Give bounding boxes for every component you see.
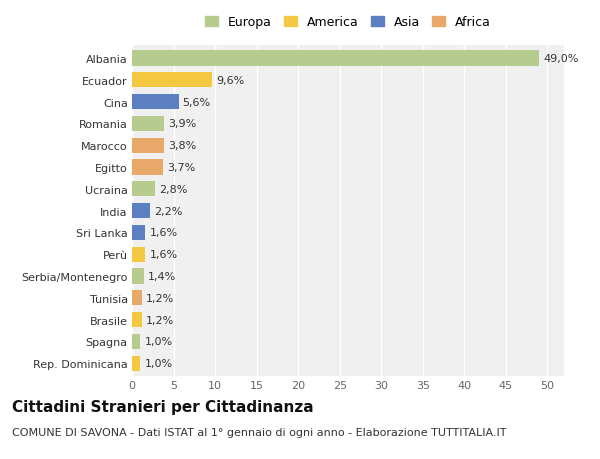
Bar [132, 334, 140, 349]
Bar [132, 291, 142, 306]
Bar [132, 356, 140, 371]
Text: 1,2%: 1,2% [146, 315, 175, 325]
Bar [132, 269, 143, 284]
Bar [132, 95, 179, 110]
Bar [132, 182, 155, 197]
Text: COMUNE DI SAVONA - Dati ISTAT al 1° gennaio di ogni anno - Elaborazione TUTTITAL: COMUNE DI SAVONA - Dati ISTAT al 1° genn… [12, 427, 506, 437]
Bar [132, 51, 539, 67]
Text: 3,7%: 3,7% [167, 162, 195, 173]
Text: 49,0%: 49,0% [543, 54, 578, 64]
Text: 1,2%: 1,2% [146, 293, 175, 303]
Text: 2,2%: 2,2% [154, 206, 183, 216]
Text: Cittadini Stranieri per Cittadinanza: Cittadini Stranieri per Cittadinanza [12, 399, 314, 414]
Text: 1,0%: 1,0% [145, 358, 173, 368]
Text: 3,8%: 3,8% [168, 141, 196, 151]
Text: 1,6%: 1,6% [149, 250, 178, 260]
Legend: Europa, America, Asia, Africa: Europa, America, Asia, Africa [202, 12, 494, 33]
Text: 3,9%: 3,9% [169, 119, 197, 129]
Bar [132, 73, 212, 88]
Bar [132, 117, 164, 132]
Bar [132, 138, 164, 153]
Bar [132, 247, 145, 262]
Text: 9,6%: 9,6% [216, 76, 244, 86]
Text: 2,8%: 2,8% [160, 185, 188, 195]
Text: 1,0%: 1,0% [145, 336, 173, 347]
Bar [132, 203, 150, 219]
Bar [132, 225, 145, 241]
Text: 5,6%: 5,6% [182, 97, 211, 107]
Text: 1,4%: 1,4% [148, 271, 176, 281]
Bar [132, 312, 142, 327]
Bar [132, 160, 163, 175]
Text: 1,6%: 1,6% [149, 228, 178, 238]
